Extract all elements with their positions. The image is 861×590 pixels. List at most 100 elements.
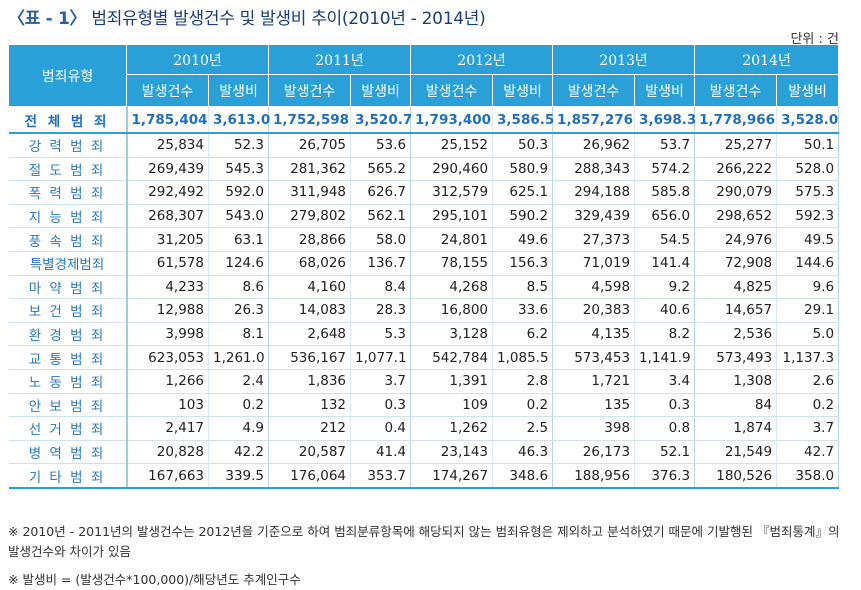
rate-cell: 4.9: [208, 416, 270, 441]
crime-type-name: 선 거 범 죄: [8, 416, 128, 441]
year-header: 2014년: [694, 44, 840, 75]
table-row: 보 건 범 죄 12,988 26.3 14,083 28.3 16,800 33.6 20,…: [8, 298, 840, 323]
count-cell: 623,053: [126, 345, 209, 370]
rate-cell: 5.0: [776, 322, 840, 347]
rate-cell: 590.2: [492, 204, 554, 229]
rate-cell: 376.3: [634, 463, 696, 489]
total-row: 전 체 범 죄 1,785,404 3,613.0 1,752,598 3,520.7 1…: [8, 106, 840, 134]
table-row: 강 력 범 죄 25,834 52.3 26,705 53.6 25,152 50.3 26,…: [8, 133, 840, 158]
rate-cell: 0.3: [350, 393, 412, 418]
count-cell: 573,453: [552, 345, 636, 370]
rate-cell: 3,586.5: [492, 106, 554, 134]
count-cell: 1,874: [694, 416, 778, 441]
rate-cell: 543.0: [208, 204, 270, 229]
count-cell: 269,439: [126, 157, 209, 182]
crime-type-name: 풍 속 범 죄: [8, 227, 128, 252]
count-cell: 279,802: [268, 204, 352, 229]
rate-cell: 592.0: [208, 180, 270, 205]
crime-type-name: 마 약 범 죄: [8, 275, 128, 300]
count-cell: 311,948: [268, 180, 352, 205]
count-cell: 1,752,598: [268, 106, 352, 134]
crime-type-name: 병 역 범 죄: [8, 440, 128, 465]
rate-cell: 565.2: [350, 157, 412, 182]
count-cell: 31,205: [126, 227, 209, 252]
count-cell: 1,308: [694, 369, 778, 394]
rate-cell: 2.5: [492, 416, 554, 441]
rate-cell: 3,613.0: [208, 106, 270, 134]
count-cell: 290,079: [694, 180, 778, 205]
count-cell: 268,307: [126, 204, 209, 229]
count-cell: 12,988: [126, 298, 209, 323]
count-cell: 24,976: [694, 227, 778, 252]
table-title: 〈표 - 1〉 범죄유형별 발생건수 및 발생비 추이(2010년 - 2014…: [8, 4, 486, 29]
count-cell: 1,262: [410, 416, 494, 441]
rate-cell: 28.3: [350, 298, 412, 323]
rate-cell: 49.6: [492, 227, 554, 252]
count-cell: 26,705: [268, 133, 352, 158]
rate-header: 발생비: [634, 74, 696, 107]
table-row: 교 통 범 죄 623,053 1,261.0 536,167 1,077.1 542,7…: [8, 345, 840, 370]
rate-cell: 0.3: [634, 393, 696, 418]
count-cell: 72,908: [694, 251, 778, 276]
rate-cell: 0.2: [776, 393, 840, 418]
count-cell: 14,083: [268, 298, 352, 323]
count-cell: 109: [410, 393, 494, 418]
rate-cell: 339.5: [208, 463, 270, 489]
count-cell: 1,793,400: [410, 106, 494, 134]
rate-cell: 9.6: [776, 275, 840, 300]
count-cell: 536,167: [268, 345, 352, 370]
rate-cell: 49.5: [776, 227, 840, 252]
rate-cell: 1,141.9: [634, 345, 696, 370]
rate-cell: 26.3: [208, 298, 270, 323]
rate-cell: 50.3: [492, 133, 554, 158]
count-cell: 61,578: [126, 251, 209, 276]
rate-cell: 2.4: [208, 369, 270, 394]
year-header: 2013년: [552, 44, 696, 75]
count-cell: 4,825: [694, 275, 778, 300]
table-row: 마 약 범 죄 4,233 8.6 4,160 8.4 4,268 8.5 4,598 9.2 4…: [8, 275, 840, 300]
count-cell: 26,962: [552, 133, 636, 158]
count-cell: 4,233: [126, 275, 209, 300]
count-cell: 78,155: [410, 251, 494, 276]
count-cell: 26,173: [552, 440, 636, 465]
count-cell: 16,800: [410, 298, 494, 323]
count-cell: 573,493: [694, 345, 778, 370]
rate-cell: 656.0: [634, 204, 696, 229]
rate-cell: 3.7: [776, 416, 840, 441]
rate-cell: 0.8: [634, 416, 696, 441]
rate-cell: 1,077.1: [350, 345, 412, 370]
count-cell: 2,648: [268, 322, 352, 347]
rate-cell: 42.7: [776, 440, 840, 465]
rate-cell: 46.3: [492, 440, 554, 465]
rate-cell: 8.5: [492, 275, 554, 300]
rate-cell: 8.6: [208, 275, 270, 300]
count-cell: 84: [694, 393, 778, 418]
rate-cell: 353.7: [350, 463, 412, 489]
crime-type-name: 강 력 범 죄: [8, 133, 128, 158]
rate-cell: 63.1: [208, 227, 270, 252]
rate-cell: 545.3: [208, 157, 270, 182]
rate-header: 발생비: [776, 74, 840, 107]
rate-cell: 8.2: [634, 322, 696, 347]
rate-cell: 580.9: [492, 157, 554, 182]
count-cell: 281,362: [268, 157, 352, 182]
rate-cell: 8.4: [350, 275, 412, 300]
count-cell: 4,135: [552, 322, 636, 347]
crime-type-name: 안 보 범 죄: [8, 393, 128, 418]
rate-cell: 3.4: [634, 369, 696, 394]
table-row: 기 타 범 죄 167,663 339.5 176,064 353.7 174,267 34…: [8, 463, 840, 489]
count-cell: 180,526: [694, 463, 778, 489]
rate-cell: 40.6: [634, 298, 696, 323]
count-cell: 167,663: [126, 463, 209, 489]
count-cell: 14,657: [694, 298, 778, 323]
count-cell: 329,439: [552, 204, 636, 229]
rate-cell: 575.3: [776, 180, 840, 205]
count-cell: 20,828: [126, 440, 209, 465]
count-cell: 212: [268, 416, 352, 441]
count-cell: 23,143: [410, 440, 494, 465]
rate-cell: 0.4: [350, 416, 412, 441]
rate-cell: 53.7: [634, 133, 696, 158]
count-cell: 3,128: [410, 322, 494, 347]
table-number: 〈표 - 1〉: [8, 9, 87, 29]
